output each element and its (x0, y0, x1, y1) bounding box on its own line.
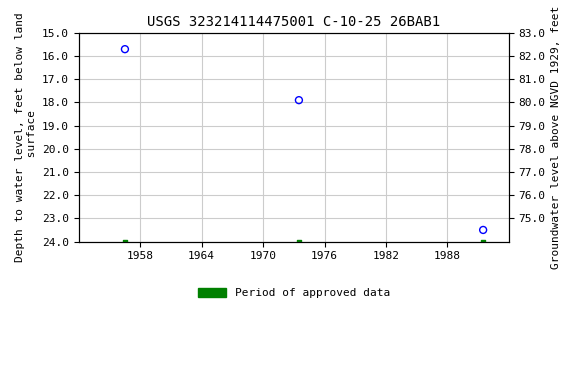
Point (479, 227, 488, 233)
Point (294, 97, 304, 103)
Title: USGS 323214114475001 C-10-25 26BAB1: USGS 323214114475001 C-10-25 26BAB1 (147, 15, 441, 29)
Y-axis label: Depth to water level, feet below land
 surface: Depth to water level, feet below land su… (15, 12, 37, 262)
Point (294, 238, 304, 245)
Point (120, 238, 130, 245)
Legend: Period of approved data: Period of approved data (194, 284, 394, 303)
Point (120, 46, 130, 52)
Point (479, 238, 488, 245)
Y-axis label: Groundwater level above NGVD 1929, feet: Groundwater level above NGVD 1929, feet (551, 6, 561, 269)
